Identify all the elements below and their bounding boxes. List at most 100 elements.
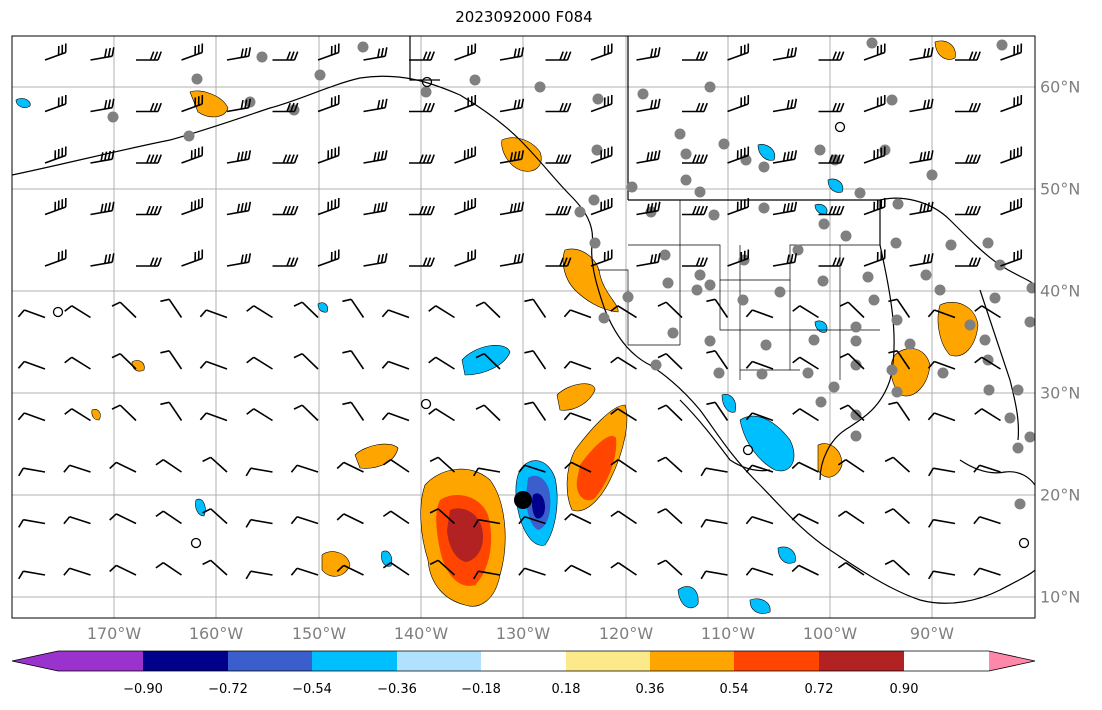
wind-barb-flag — [63, 464, 71, 473]
wind-barb — [71, 408, 91, 422]
wind-barb-flag — [563, 309, 571, 318]
wind-barb — [226, 106, 249, 113]
wind-barb — [390, 510, 410, 525]
wind-barb-flag — [646, 203, 650, 213]
wind-barb-flag — [290, 464, 298, 473]
lon-label-110w: 110°W — [700, 624, 756, 643]
wind-barb-flag — [928, 570, 934, 580]
wind-barb-flag — [610, 356, 619, 364]
wind-barb-flag — [786, 254, 790, 264]
wind-barb-flag — [563, 412, 571, 421]
wind-barb-flag — [930, 150, 934, 160]
colorbar-segment — [143, 651, 228, 671]
wind-barb — [934, 412, 956, 422]
wind-barb-flag — [247, 98, 252, 108]
wind-barb-flag — [293, 154, 299, 164]
wind-barb — [892, 456, 911, 473]
colorbar-extend-min — [12, 651, 58, 671]
wind-barb — [665, 404, 683, 422]
wind-barb-flag — [706, 298, 716, 303]
wind-barb-flag — [923, 151, 927, 161]
cold-anomaly-north — [461, 345, 511, 376]
wind-barb — [435, 356, 455, 370]
wind-barb-flag — [377, 202, 381, 213]
wind-barb — [714, 401, 729, 421]
wind-barb-flag — [246, 408, 255, 415]
wind-barb-flag — [930, 253, 934, 263]
colorbar-tick: −0.90 — [123, 682, 163, 697]
wind-barb — [752, 360, 774, 370]
wind-barb-flag — [426, 257, 432, 267]
wind-barb — [896, 350, 911, 370]
wind-barb — [226, 261, 249, 267]
wind-barb — [343, 513, 364, 525]
wind-barb-flag — [973, 516, 981, 525]
calm-markers — [52, 76, 1030, 549]
colorbar-tick: −0.18 — [461, 682, 501, 697]
wind-barb — [799, 356, 819, 370]
wind-barb-flag — [745, 309, 753, 318]
wind-barb-flag — [518, 567, 526, 576]
wind-barb — [617, 562, 637, 576]
wind-barb-flag — [563, 102, 568, 112]
wind-barb — [665, 508, 683, 525]
wind-barb-flag — [973, 567, 981, 576]
wind-barb — [570, 412, 592, 422]
wind-barb-flag — [240, 48, 244, 58]
lat-label-50n: 50°N — [1040, 179, 1081, 199]
wind-barb-flag — [286, 102, 291, 112]
wind-barb — [979, 515, 1001, 525]
wind-barb-flag — [790, 253, 794, 263]
wind-barb — [934, 309, 956, 319]
wind-barb-flag — [610, 459, 619, 466]
wind-barb-flag — [286, 257, 291, 267]
wind-barb — [845, 510, 865, 525]
wind-barb-flag — [566, 205, 572, 215]
wind-barb — [24, 412, 46, 422]
wind-barb-flag — [517, 150, 521, 160]
lon-label-130w: 130°W — [495, 624, 551, 643]
wind-barb-flag — [745, 516, 753, 525]
wind-barb — [499, 55, 522, 61]
wind-barb-flag — [657, 253, 661, 263]
wind-barb-flag — [155, 459, 164, 466]
wind-barb-flag — [475, 352, 485, 359]
wind-barb — [665, 353, 683, 370]
wind-barb — [343, 564, 364, 576]
wind-barb-flag — [972, 51, 978, 61]
wind-barb — [119, 404, 137, 422]
wind-barb-flag — [699, 102, 705, 112]
wind-barb — [90, 261, 113, 267]
wind-barb-flag — [793, 201, 798, 211]
wind-barb-flag — [240, 254, 244, 264]
wind-barb — [909, 106, 932, 113]
wind-barb-flag — [790, 150, 794, 160]
colorbar-segment — [397, 651, 481, 671]
wind-barb — [499, 261, 522, 267]
wind-barb-flag — [610, 305, 619, 312]
wind-barb — [478, 467, 501, 473]
wind-barb-flag — [473, 570, 479, 580]
wind-barb-flag — [290, 257, 295, 267]
wind-barb — [617, 408, 637, 422]
wind-barb-flag — [974, 408, 983, 415]
wind-barb-flag — [244, 202, 248, 212]
contour-fills — [15, 40, 979, 614]
wind-barbs — [17, 43, 1023, 580]
wind-barb-flag — [517, 253, 521, 263]
lat-label-10n: 10°N — [1040, 587, 1081, 607]
wind-barb — [979, 567, 1001, 576]
wind-barb-flag — [153, 205, 159, 215]
wind-barb — [437, 559, 456, 576]
wind-barb-flag — [832, 154, 837, 164]
wind-barb-flag — [657, 47, 661, 57]
wind-barb-flag — [786, 48, 790, 58]
wind-barb-flag — [373, 152, 377, 162]
wind-barb-flag — [974, 356, 983, 364]
wind-barb — [350, 350, 365, 370]
wind-barb-flag — [155, 562, 164, 569]
wind-barb-flag — [657, 150, 661, 160]
wind-barb-flag — [703, 102, 708, 112]
wind-barb-flag — [247, 150, 252, 160]
colorbar-tick: 0.90 — [889, 682, 919, 697]
